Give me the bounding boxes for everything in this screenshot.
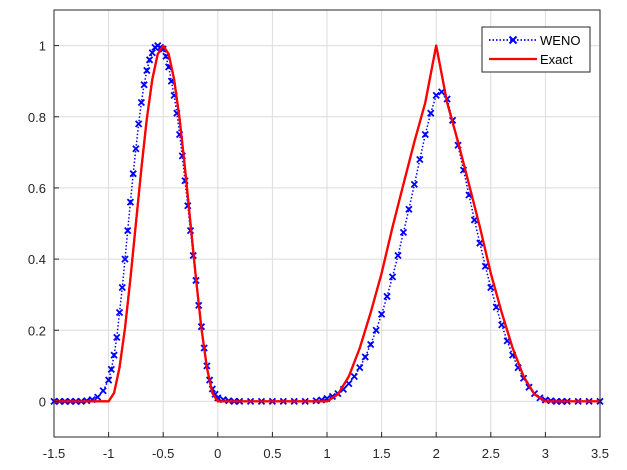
legend-item-weno: WENO <box>489 33 580 48</box>
data-point-weno <box>476 239 484 247</box>
legend-item-exact: Exact <box>489 52 573 67</box>
x-tick-label: -1.5 <box>43 446 65 461</box>
x-tick-label: -1 <box>103 446 115 461</box>
series-line-exact-top <box>54 44 600 403</box>
data-point-weno <box>140 81 148 89</box>
data-point-weno <box>416 155 424 164</box>
data-point-weno <box>405 205 413 213</box>
data-point-weno <box>481 262 489 270</box>
x-tick-label: 1.5 <box>373 446 391 461</box>
x-tick-label: 3.5 <box>591 446 609 461</box>
data-point-weno <box>99 387 107 395</box>
data-point-weno <box>143 66 151 75</box>
data-point-weno <box>115 308 124 317</box>
data-point-weno <box>487 283 495 292</box>
data-point-weno <box>388 273 397 281</box>
y-tick-label: 0.6 <box>28 181 46 196</box>
data-point-weno <box>383 292 391 301</box>
data-point-weno <box>134 120 143 128</box>
data-point-weno <box>126 198 135 206</box>
data-point-weno <box>427 109 435 117</box>
data-point-weno <box>498 321 506 329</box>
data-point-weno <box>470 216 479 224</box>
legend-label: WENO <box>540 33 580 48</box>
data-point-weno <box>137 98 145 107</box>
data-point-weno <box>107 365 115 374</box>
data-point-weno <box>113 333 121 342</box>
x-tick-label: 2.5 <box>482 446 500 461</box>
data-point-weno <box>377 310 386 318</box>
axes <box>53 9 601 438</box>
data-point-weno <box>399 228 408 237</box>
data-point-weno <box>124 226 132 235</box>
data-point-weno <box>372 326 380 334</box>
data-point-weno <box>432 91 440 100</box>
data-point-weno <box>492 303 500 311</box>
data-point-weno <box>361 353 369 361</box>
y-tick-label: 0 <box>39 394 46 409</box>
data-point-weno <box>94 393 102 401</box>
legend: WENO Exact <box>481 26 591 73</box>
data-point-weno <box>421 130 429 139</box>
data-point-weno <box>350 372 358 381</box>
x-tick-label: 0 <box>214 446 221 461</box>
data-point-weno <box>356 363 364 372</box>
data-point-weno <box>104 376 113 384</box>
data-point-weno <box>394 251 402 260</box>
axes-box <box>53 9 601 438</box>
x-tick-label: -0.5 <box>152 446 174 461</box>
data-point-weno <box>118 283 126 292</box>
data-point-weno <box>148 49 156 57</box>
x-tick-label: 2 <box>433 446 440 461</box>
y-tick-label: 0.2 <box>28 323 46 338</box>
legend-label: Exact <box>540 52 573 67</box>
legend-box <box>481 26 591 73</box>
data-point-weno <box>121 255 129 263</box>
data-point-weno <box>129 170 137 178</box>
y-tick-label: 0.4 <box>28 252 46 267</box>
y-tick-label: 1 <box>39 39 46 54</box>
data-point-weno <box>110 351 118 359</box>
y-tick-label: 0.8 <box>28 110 46 125</box>
tick-labels: -1.5 -1 -0.5 0 0.5 1 1.5 2 2.5 3 3.5 0 0.2 0.4 0.6 0.8 1 <box>28 39 609 461</box>
data-point-weno <box>410 180 418 188</box>
data-point-weno <box>367 340 375 349</box>
x-tick-label: 0.5 <box>263 446 281 461</box>
x-tick-label: 1 <box>323 446 330 461</box>
data-point-weno <box>132 145 140 153</box>
x-tick-label: 3 <box>542 446 549 461</box>
plot-series <box>50 41 604 406</box>
data-point-weno <box>145 56 154 64</box>
